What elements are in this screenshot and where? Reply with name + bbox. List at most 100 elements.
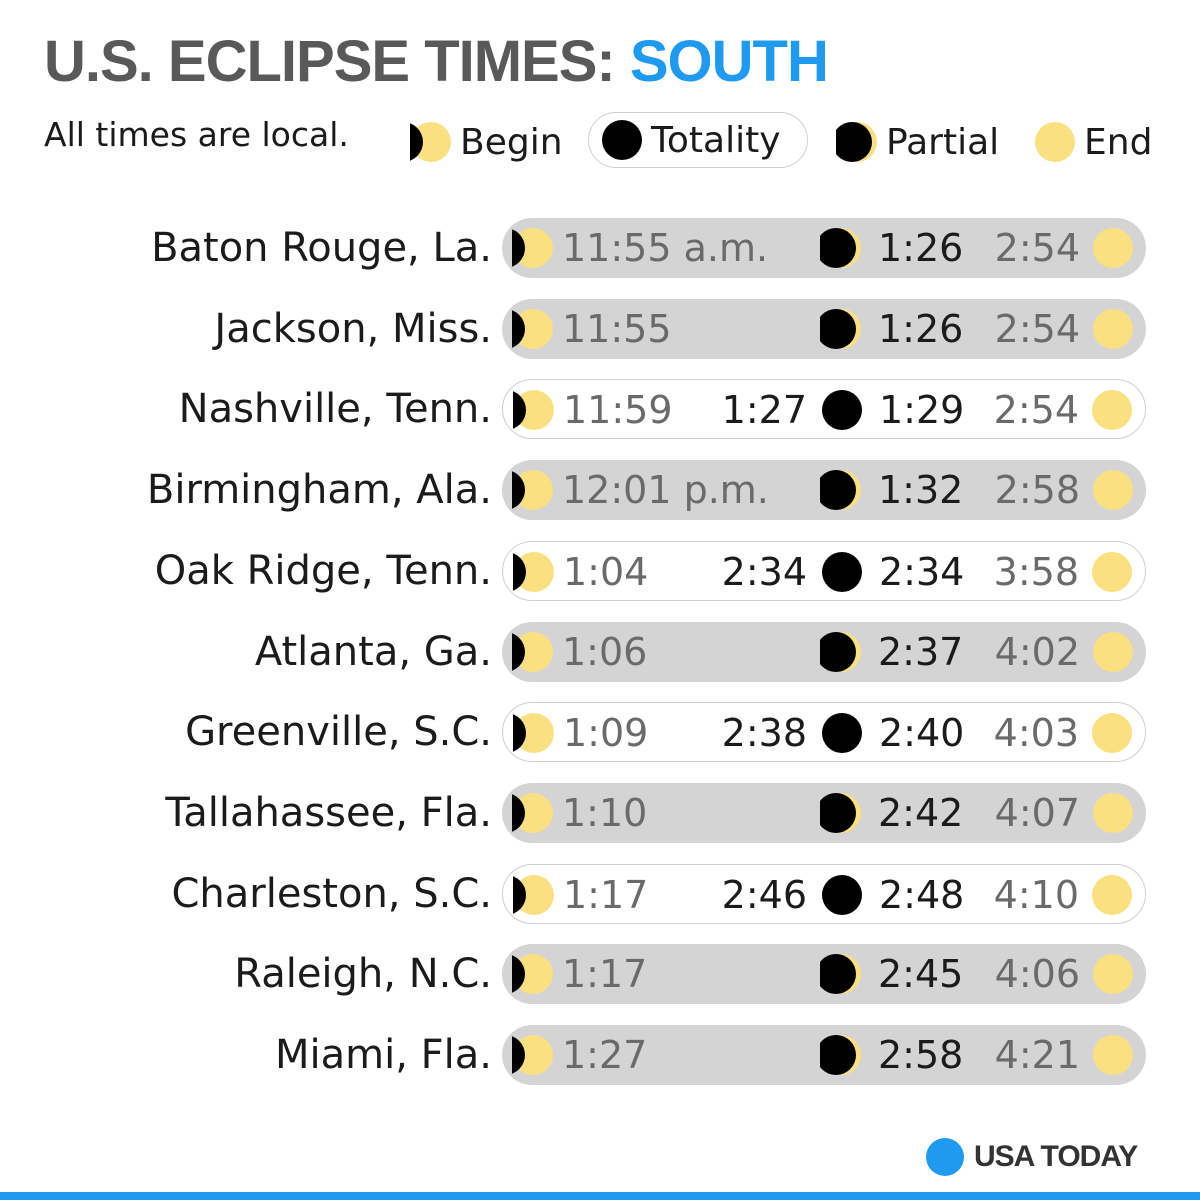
brand-name: USA TODAY — [974, 1140, 1138, 1173]
legend-begin-label: Begin — [460, 121, 563, 163]
begin-phase-icon — [512, 469, 554, 511]
end-time: 2:54 — [993, 388, 1079, 432]
peak-time: 1:26 — [878, 307, 964, 351]
partial-timeline-pill: 1:06 2:37 4:02 — [502, 622, 1146, 682]
end-time: 4:06 — [994, 952, 1080, 996]
partial-timeline-pill: 11:55 1:26 2:54 — [502, 299, 1146, 359]
peak-time: 1:26 — [878, 226, 964, 270]
end-time: 4:02 — [994, 630, 1080, 674]
table-row: Greenville, S.C. 1:09 2:38 2:40 4:03 — [0, 702, 1200, 762]
table-row: Nashville, Tenn. 11:59 1:27 1:29 2:54 — [0, 379, 1200, 439]
peak-time: 1:32 — [878, 468, 964, 512]
begin-phase-icon — [513, 874, 555, 916]
city-name: Jackson, Miss. — [214, 306, 492, 352]
totality-timeline-pill: 11:59 1:27 1:29 2:54 — [502, 379, 1146, 439]
begin-time: 1:04 — [563, 550, 649, 594]
end-time: 2:58 — [994, 468, 1080, 512]
partial-timeline-pill: 1:27 2:58 4:21 — [502, 1025, 1146, 1085]
end-phase-icon — [1092, 469, 1134, 511]
table-row: Baton Rouge, La. 11:55 a.m. 1:26 2:54 — [0, 218, 1200, 278]
legend-partial: Partial — [836, 114, 999, 170]
begin-phase-icon — [512, 792, 554, 834]
partial-phase-icon — [820, 792, 862, 834]
table-row: Tallahassee, Fla. 1:10 2:42 4:07 — [0, 783, 1200, 843]
end-phase-icon — [1091, 712, 1133, 754]
totality-time: 2:38 — [721, 711, 807, 755]
begin-time: 11:59 — [563, 388, 673, 432]
legend-end-label: End — [1084, 121, 1153, 163]
end-phase-icon — [1092, 792, 1134, 834]
table-row: Raleigh, N.C. 1:17 2:45 4:06 — [0, 944, 1200, 1004]
partial-phase-icon — [820, 631, 862, 673]
brand-dot-icon — [926, 1138, 964, 1176]
table-row: Charleston, S.C. 1:17 2:46 2:48 4:10 — [0, 864, 1200, 924]
end-time: 4:07 — [994, 791, 1080, 835]
end-phase-icon — [1034, 121, 1076, 163]
totality-phase-icon — [821, 874, 863, 916]
city-name: Greenville, S.C. — [185, 709, 492, 755]
legend-end: End — [1034, 114, 1152, 170]
partial-phase-icon — [820, 1034, 862, 1076]
begin-phase-icon — [410, 121, 452, 163]
begin-time: 1:10 — [562, 791, 648, 835]
totality-phase-icon — [601, 119, 643, 161]
end-time: 4:03 — [993, 711, 1079, 755]
table-row: Birmingham, Ala. 12:01 p.m. 1:32 2:58 — [0, 460, 1200, 520]
begin-time: 11:55 — [562, 307, 672, 351]
end-time: 4:21 — [994, 1033, 1080, 1077]
begin-phase-icon — [512, 1034, 554, 1076]
city-name: Raleigh, N.C. — [234, 951, 492, 997]
begin-phase-icon — [513, 712, 555, 754]
begin-time: 11:55 a.m. — [562, 226, 769, 270]
legend-totality: Totality — [588, 112, 808, 168]
begin-time: 1:17 — [562, 952, 648, 996]
peak-time: 1:29 — [879, 388, 965, 432]
end-phase-icon — [1091, 874, 1133, 916]
city-name: Nashville, Tenn. — [178, 386, 492, 432]
end-time: 4:10 — [993, 873, 1079, 917]
end-time: 2:54 — [994, 307, 1080, 351]
begin-phase-icon — [512, 308, 554, 350]
legend-partial-label: Partial — [886, 121, 1000, 163]
city-name: Charleston, S.C. — [171, 871, 493, 917]
end-phase-icon — [1091, 389, 1133, 431]
peak-time: 2:40 — [879, 711, 965, 755]
peak-time: 2:37 — [878, 630, 964, 674]
partial-phase-icon — [820, 953, 862, 995]
partial-phase-icon — [820, 308, 862, 350]
bottom-accent-bar — [0, 1192, 1200, 1200]
totality-phase-icon — [821, 712, 863, 754]
begin-time: 1:09 — [563, 711, 649, 755]
peak-time: 2:42 — [878, 791, 964, 835]
begin-time: 1:27 — [562, 1033, 648, 1077]
title-accent: SOUTH — [629, 29, 829, 94]
begin-phase-icon — [513, 551, 555, 593]
city-name: Oak Ridge, Tenn. — [154, 548, 492, 594]
end-phase-icon — [1092, 227, 1134, 269]
peak-time: 2:45 — [878, 952, 964, 996]
begin-phase-icon — [513, 389, 555, 431]
partial-timeline-pill: 11:55 a.m. 1:26 2:54 — [502, 218, 1146, 278]
table-row: Oak Ridge, Tenn. 1:04 2:34 2:34 3:58 — [0, 541, 1200, 601]
totality-time: 2:34 — [721, 550, 807, 594]
end-phase-icon — [1092, 953, 1134, 995]
peak-time: 2:48 — [879, 873, 965, 917]
totality-timeline-pill: 1:04 2:34 2:34 3:58 — [502, 541, 1146, 601]
legend-note: All times are local. — [44, 115, 349, 154]
end-phase-icon — [1092, 631, 1134, 673]
partial-timeline-pill: 1:10 2:42 4:07 — [502, 783, 1146, 843]
totality-time: 2:46 — [721, 873, 807, 917]
partial-timeline-pill: 1:17 2:45 4:06 — [502, 944, 1146, 1004]
peak-time: 2:58 — [878, 1033, 964, 1077]
brand-logo: USA TODAY — [926, 1138, 1138, 1176]
end-time: 3:58 — [993, 550, 1079, 594]
city-name: Atlanta, Ga. — [254, 629, 492, 675]
legend-totality-label: Totality — [651, 119, 781, 161]
peak-time: 2:34 — [879, 550, 965, 594]
city-name: Baton Rouge, La. — [151, 225, 492, 271]
table-row: Miami, Fla. 1:27 2:58 4:21 — [0, 1025, 1200, 1085]
totality-timeline-pill: 1:17 2:46 2:48 4:10 — [502, 864, 1146, 924]
begin-time: 1:06 — [562, 630, 648, 674]
city-name: Tallahassee, Fla. — [165, 790, 492, 836]
legend: All times are local. Begin Totality Part… — [44, 112, 1164, 172]
